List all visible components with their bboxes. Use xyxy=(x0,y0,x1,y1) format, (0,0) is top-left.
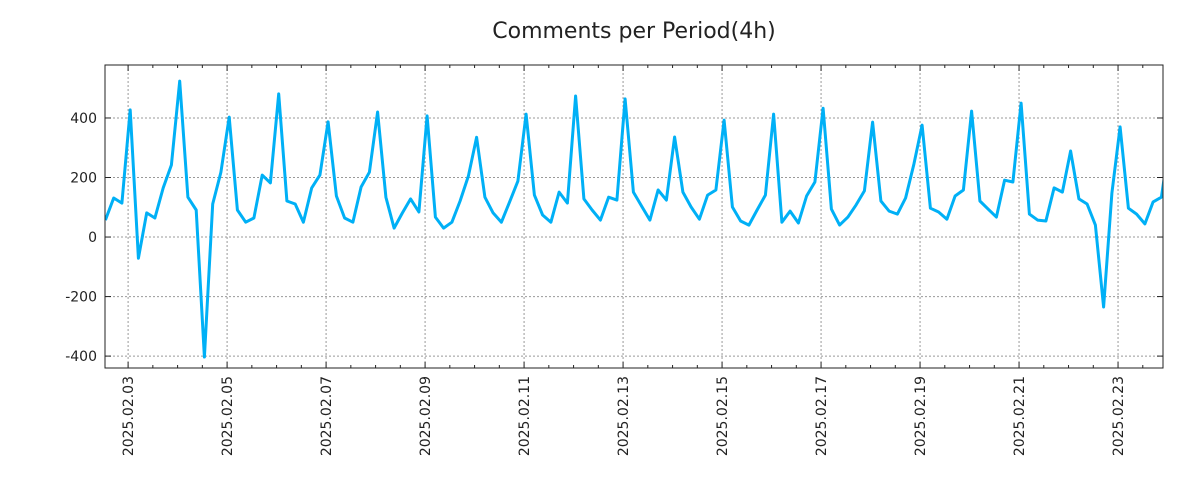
x-tick-label: 2025.02.07 xyxy=(319,376,335,456)
axis-ticks: 2025.02.03 2025.02.05 2025.02.07 2025.02.09… xyxy=(65,65,1163,456)
chart-title: Comments per Period(4h) xyxy=(492,19,776,44)
x-tick-label: 2025.02.21 xyxy=(1012,376,1028,456)
y-tick-label: 0 xyxy=(88,230,97,246)
x-tick-label: 2025.02.03 xyxy=(121,376,137,456)
x-tick-label: 2025.02.19 xyxy=(913,376,929,456)
series-line xyxy=(105,79,1163,359)
series-line-comments xyxy=(105,79,1163,359)
plot-frame xyxy=(104,64,1164,369)
grid xyxy=(105,65,1163,368)
x-tick-label: 2025.02.09 xyxy=(418,376,434,456)
y-tick-label: -200 xyxy=(65,290,97,306)
x-tick-label: 2025.02.17 xyxy=(814,376,830,456)
y-tick-label: 400 xyxy=(70,111,97,127)
x-tick-label: 2025.02.13 xyxy=(616,376,632,456)
x-tick-label: 2025.02.11 xyxy=(517,376,533,456)
y-tick-label: -400 xyxy=(65,349,97,365)
x-tick-label: 2025.02.05 xyxy=(220,376,236,456)
x-tick-label: 2025.02.15 xyxy=(715,376,731,456)
y-tick-label: 200 xyxy=(70,171,97,187)
x-tick-label: 2025.02.23 xyxy=(1111,376,1127,456)
